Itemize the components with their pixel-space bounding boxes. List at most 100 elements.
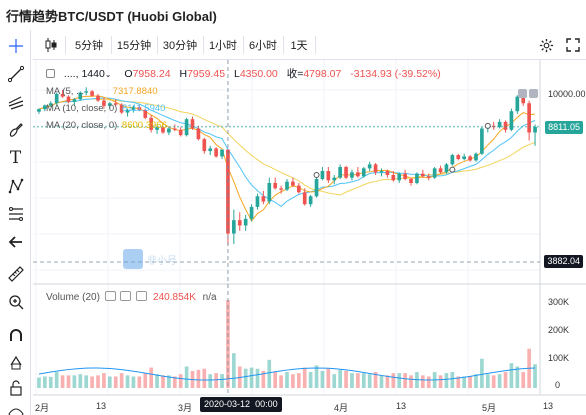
volume-bar [107, 376, 112, 388]
volume-bar [167, 375, 171, 388]
candle-body [379, 171, 384, 173]
candle-body [432, 168, 437, 178]
volume-bar [403, 373, 407, 388]
volume-bar [356, 373, 360, 388]
candle-body [391, 175, 396, 181]
legend-close-label: 收= [286, 68, 304, 80]
volume-bar [456, 376, 461, 388]
volume-value: 240.854K [153, 292, 196, 303]
crosshair-icon[interactable] [2, 34, 29, 58]
lock-icon[interactable] [2, 376, 29, 400]
volume-bar [509, 363, 514, 388]
volume-bar [261, 370, 266, 388]
candle-body [273, 182, 278, 189]
candle-body [332, 177, 337, 181]
volume-bar [155, 374, 159, 388]
volume-bar [444, 373, 449, 388]
volume-bar [113, 376, 118, 388]
fib-icon[interactable] [2, 202, 29, 226]
volume-bar [344, 370, 348, 388]
volume-bar [125, 375, 130, 388]
scroll-latest-button[interactable] [518, 89, 538, 100]
interval-6h[interactable]: 6小时 [248, 40, 278, 52]
settings-gear-icon[interactable] [536, 30, 556, 60]
candle-body [421, 173, 425, 177]
volume-bar [285, 372, 289, 388]
pitchfork-icon[interactable] [2, 90, 29, 114]
volume-bar [326, 368, 331, 388]
magnet-icon[interactable] [2, 324, 29, 348]
candle-body [444, 164, 449, 173]
volume-bar [137, 376, 142, 388]
brush-icon[interactable] [2, 118, 29, 142]
candle-body [426, 176, 431, 178]
candle-body [155, 127, 159, 130]
volume-bar [367, 374, 372, 388]
chart-marker [449, 166, 456, 173]
crosshair-date-tag: 2020-03-12 00:00 [200, 397, 282, 412]
volume-bar [273, 372, 278, 388]
pattern-icon[interactable] [2, 174, 29, 198]
candle-body [78, 92, 83, 100]
volume-bar [232, 353, 236, 388]
back-arrow-icon[interactable] [2, 230, 29, 254]
eye-icon[interactable] [2, 402, 29, 415]
candle-body [37, 109, 41, 112]
legend-close: 4798.07 [303, 68, 342, 80]
volume-bar [43, 376, 47, 388]
ma5-value: 7317.8840 [112, 86, 158, 97]
interval-15min[interactable]: 15分钟 [116, 40, 152, 52]
candle-body [279, 188, 283, 190]
candle-style-icon[interactable] [41, 30, 61, 60]
candle-body [208, 148, 213, 152]
candle-body [361, 168, 366, 177]
candle-body [468, 156, 472, 161]
ma20-value: 8600.3966 [121, 120, 167, 131]
arrow-down-icon[interactable] [529, 89, 538, 98]
interval-30min[interactable]: 30分钟 [162, 40, 198, 52]
candle-body [515, 96, 520, 112]
legend-collapse-icon[interactable] [46, 69, 55, 78]
candle-body [338, 167, 342, 178]
candle-body [291, 181, 295, 186]
legend-change: -3134.93 (-39.52%) [350, 68, 441, 80]
text-tool-icon[interactable]: T [9, 147, 22, 168]
candle-body [54, 93, 59, 104]
volume-bar [84, 375, 89, 388]
trend-line-icon[interactable] [2, 62, 29, 86]
volume-bar [385, 375, 390, 388]
volume-bar [521, 372, 526, 388]
candle-body [125, 109, 130, 113]
volume-bar [397, 373, 402, 388]
volume-eye-icon[interactable] [104, 291, 116, 301]
candle-body [373, 164, 378, 173]
arrow-down-icon[interactable] [518, 89, 527, 98]
candle-body [320, 171, 325, 179]
candle-body [66, 96, 71, 102]
watermark-text: 非小号 [147, 255, 177, 267]
volume-bar [361, 373, 366, 388]
volume-bar [279, 375, 283, 388]
vol-axis-100k: 100K [548, 353, 570, 363]
volume-close-icon[interactable] [136, 291, 148, 301]
candle-body [190, 119, 195, 129]
zoom-in-icon[interactable] [2, 290, 29, 314]
legend-low-label: L [233, 68, 240, 80]
interval-5min[interactable]: 5分钟 [74, 40, 104, 52]
candle-body [397, 173, 402, 181]
candle-body [107, 103, 112, 106]
lock-drawings-icon[interactable] [2, 350, 29, 374]
candle-body [509, 111, 514, 130]
volume-settings-icon[interactable] [120, 291, 132, 301]
legend-open-label: O [124, 68, 133, 80]
volume-bar [54, 372, 59, 388]
volume-bar [503, 372, 508, 388]
candle-body [60, 93, 65, 97]
interval-1h[interactable]: 1小时 [208, 40, 238, 52]
interval-1d[interactable]: 1天 [290, 40, 308, 52]
legend-open: 7958.24 [132, 68, 171, 80]
chart-background [33, 60, 586, 415]
ruler-icon[interactable] [2, 262, 29, 286]
fullscreen-icon[interactable] [563, 30, 583, 60]
